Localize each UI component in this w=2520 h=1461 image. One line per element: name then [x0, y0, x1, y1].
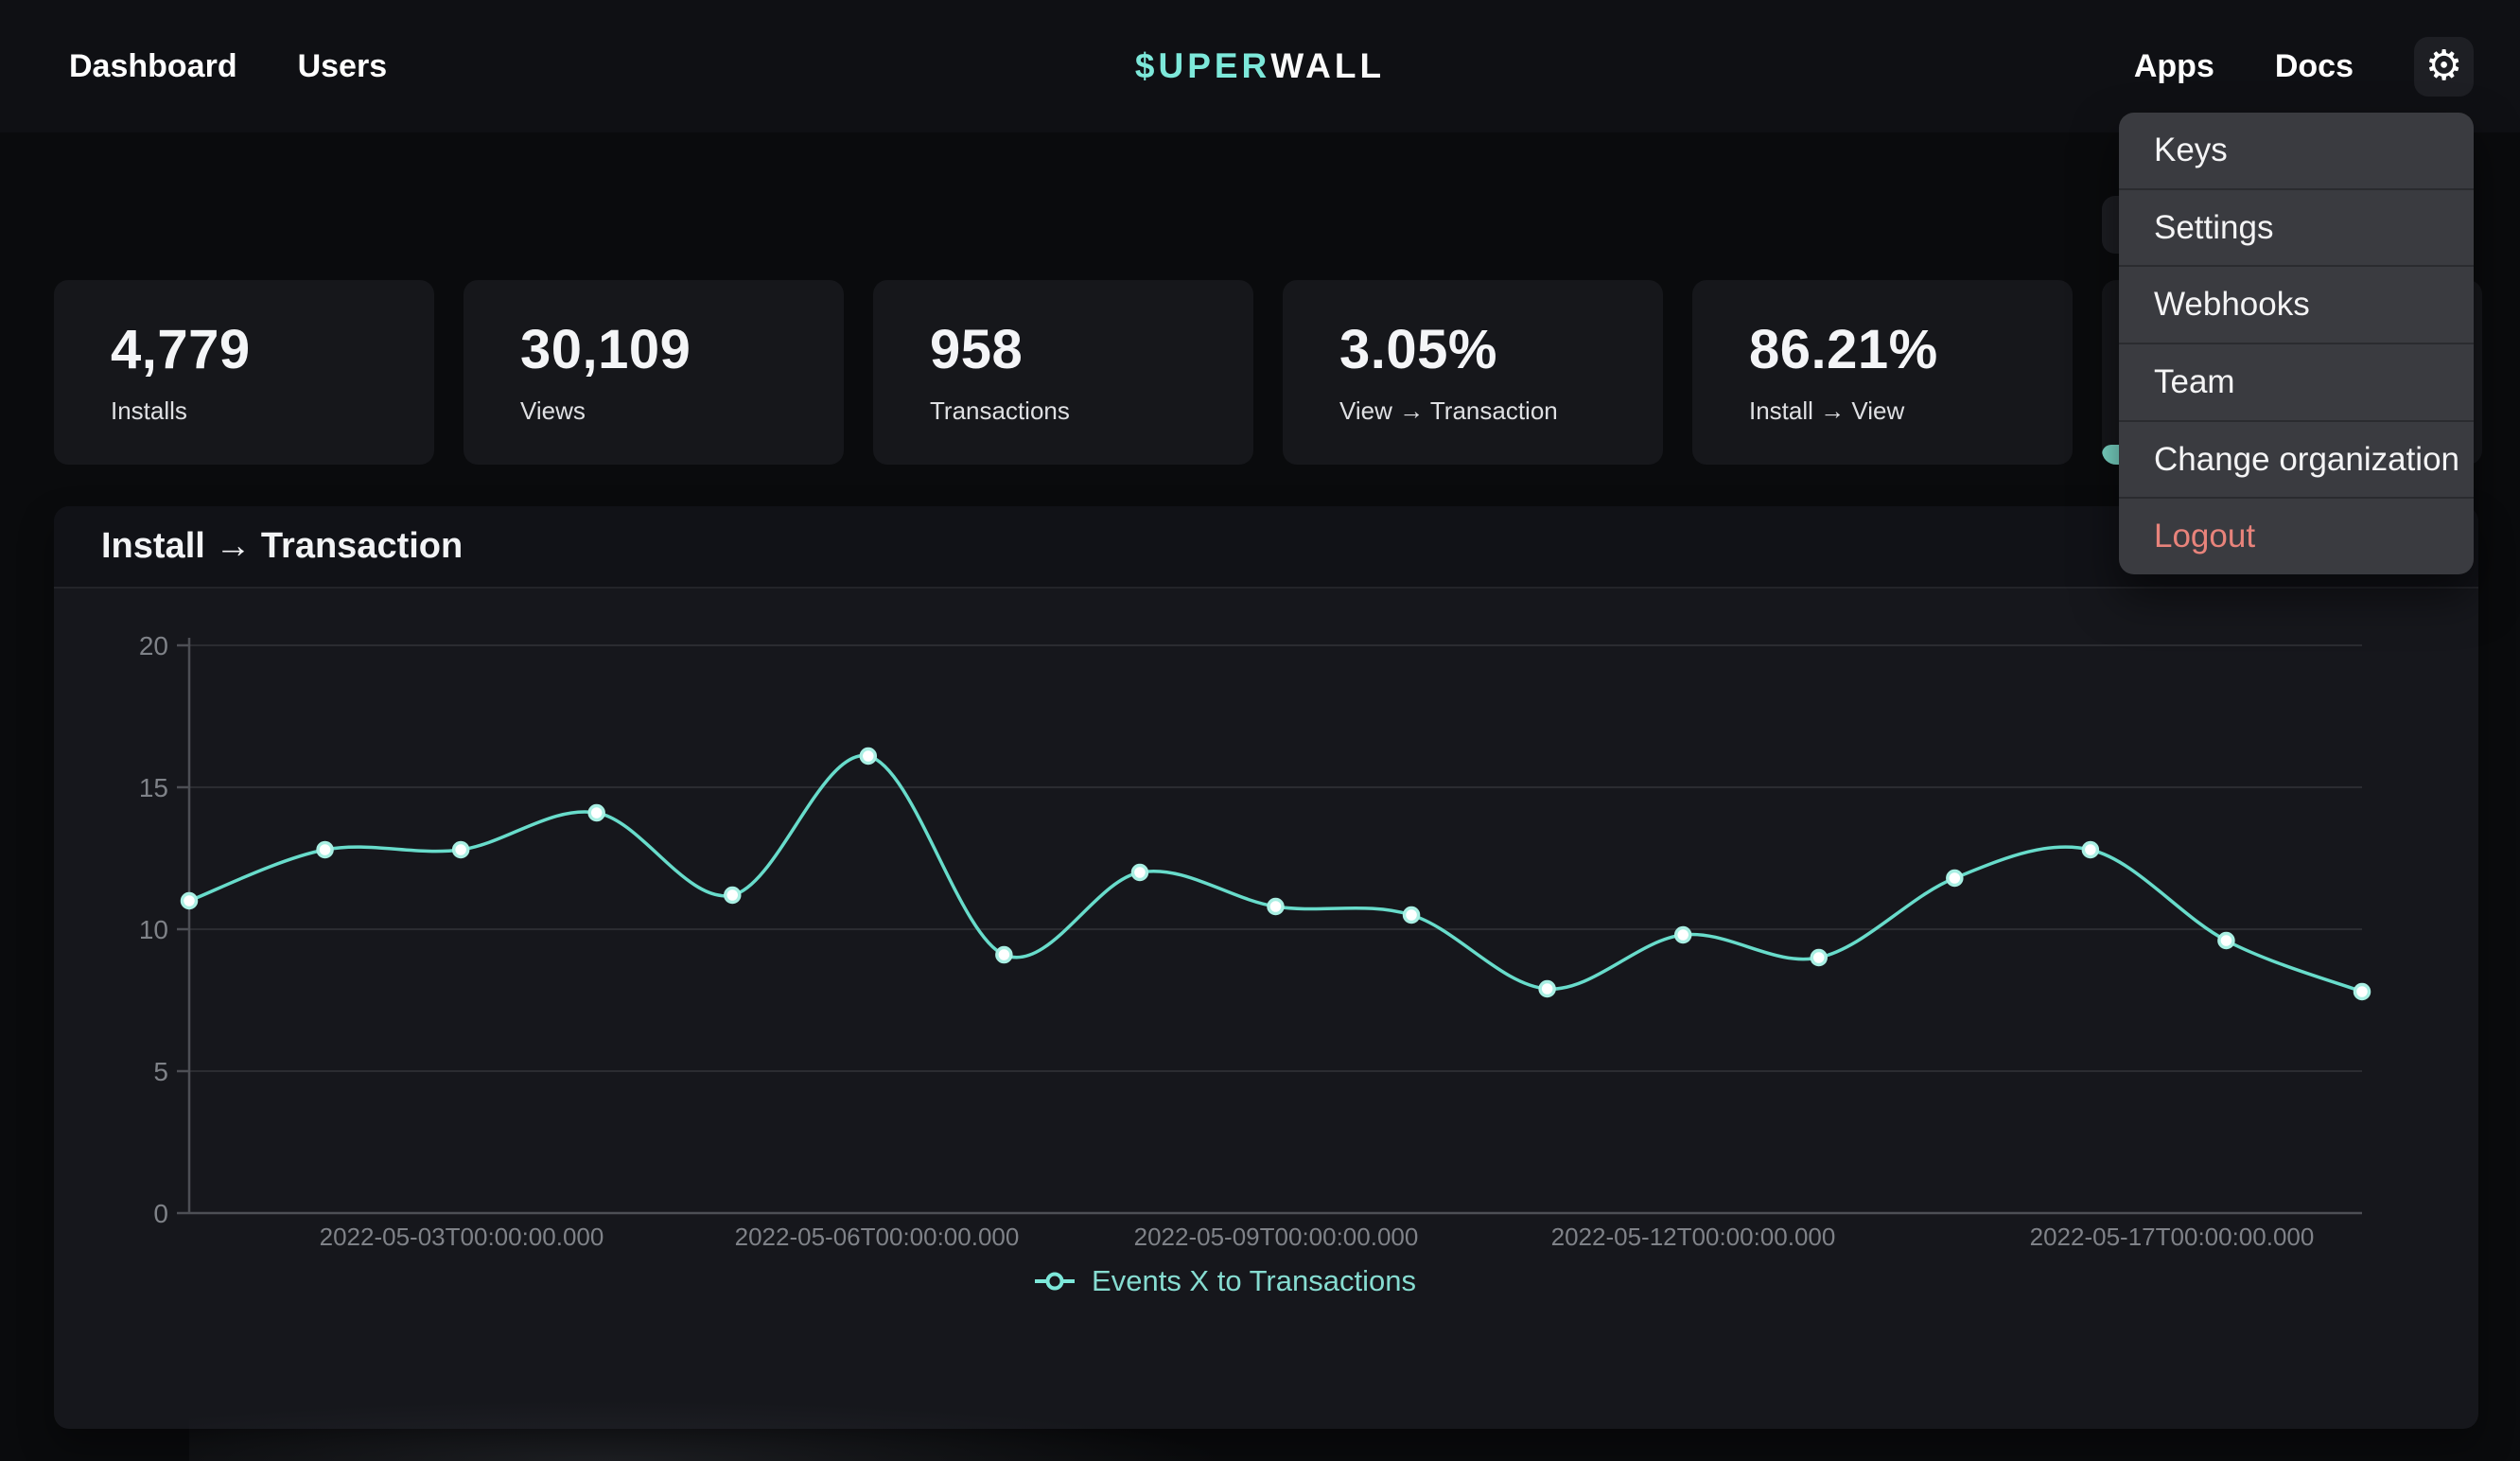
chart-panel-header: Install → Transaction	[54, 506, 2478, 589]
line-chart: 20 15 10 5 0 2022-05-03T00:00:00.000 2022-05-0…	[139, 631, 2371, 1251]
stat-card-transactions: 958 Transactions	[873, 280, 1253, 465]
svg-text:20: 20	[139, 631, 168, 660]
nav-link-apps[interactable]: Apps	[2133, 47, 2214, 84]
logo-white-part: WALL	[1270, 46, 1386, 85]
nav-link-dashboard[interactable]: Dashboard	[69, 47, 237, 84]
svg-text:2022-05-03T00:00:00.000: 2022-05-03T00:00:00.000	[320, 1223, 604, 1251]
stat-card-installs: 4,779 Installs	[54, 280, 434, 465]
stat-value: 4,779	[111, 319, 251, 380]
svg-text:5: 5	[153, 1057, 168, 1086]
settings-gear-button[interactable]: ⚙	[2414, 36, 2474, 97]
nav-right: Apps Docs ⚙	[2134, 0, 2474, 132]
menu-item-keys[interactable]: Keys	[2119, 113, 2474, 190]
stat-label: Installs	[111, 396, 187, 425]
logo-teal-part: $UPER	[1134, 46, 1271, 85]
settings-dropdown-menu: Keys Settings Webhooks Team Change organ…	[2119, 113, 2474, 574]
nav-link-users[interactable]: Users	[297, 47, 388, 84]
stat-value: 958	[930, 319, 1024, 380]
legend-line-icon	[1035, 1272, 1076, 1291]
menu-item-team[interactable]: Team	[2119, 344, 2474, 422]
svg-text:10: 10	[139, 915, 168, 944]
chart-title: Install → Transaction	[101, 526, 464, 566]
stat-label: Views	[520, 396, 586, 425]
menu-item-change-organization[interactable]: Change organization	[2119, 422, 2474, 500]
legend-item[interactable]: Events X to Transactions	[12, 1264, 2437, 1298]
legend-label: Events X to Transactions	[1092, 1264, 1416, 1297]
menu-item-webhooks[interactable]: Webhooks	[2119, 267, 2474, 345]
stat-label: Transactions	[930, 396, 1070, 425]
svg-text:2022-05-09T00:00:00.000: 2022-05-09T00:00:00.000	[1134, 1223, 1419, 1251]
nav-left: Dashboard Users	[69, 0, 387, 132]
nav-link-docs[interactable]: Docs	[2274, 47, 2354, 84]
svg-text:2022-05-06T00:00:00.000: 2022-05-06T00:00:00.000	[735, 1223, 1020, 1251]
stat-value: 3.05%	[1339, 319, 1497, 380]
menu-item-logout[interactable]: Logout	[2154, 518, 2256, 555]
stat-value: 86.21%	[1749, 319, 1938, 380]
stat-card-views: 30,109 Views	[464, 280, 844, 465]
stat-card-install-to-view: 86.21% Install → View	[1692, 280, 2073, 465]
stat-label: Install → View	[1749, 396, 1905, 425]
stat-value: 30,109	[520, 319, 691, 380]
svg-text:15: 15	[139, 773, 168, 802]
svg-text:0: 0	[153, 1199, 168, 1228]
top-nav: $UPER WALL Dashboard Users Apps Docs ⚙	[0, 0, 2520, 132]
chart-area: 20 15 10 5 0 2022-05-03T00:00:00.000 2022-05-0…	[54, 589, 2478, 1427]
chart-panel: Install → Transaction 20 15 10 5 0 2022-05-03…	[54, 506, 2478, 1429]
menu-item-settings[interactable]: Settings	[2119, 190, 2474, 268]
stat-label: View → Transaction	[1339, 396, 1558, 425]
stat-card-view-to-transaction: 3.05% View → Transaction	[1283, 280, 1663, 465]
gear-icon: ⚙	[2424, 42, 2463, 90]
svg-text:2022-05-12T00:00:00.000: 2022-05-12T00:00:00.000	[1551, 1223, 1836, 1251]
svg-text:2022-05-17T00:00:00.000: 2022-05-17T00:00:00.000	[2030, 1223, 2315, 1251]
